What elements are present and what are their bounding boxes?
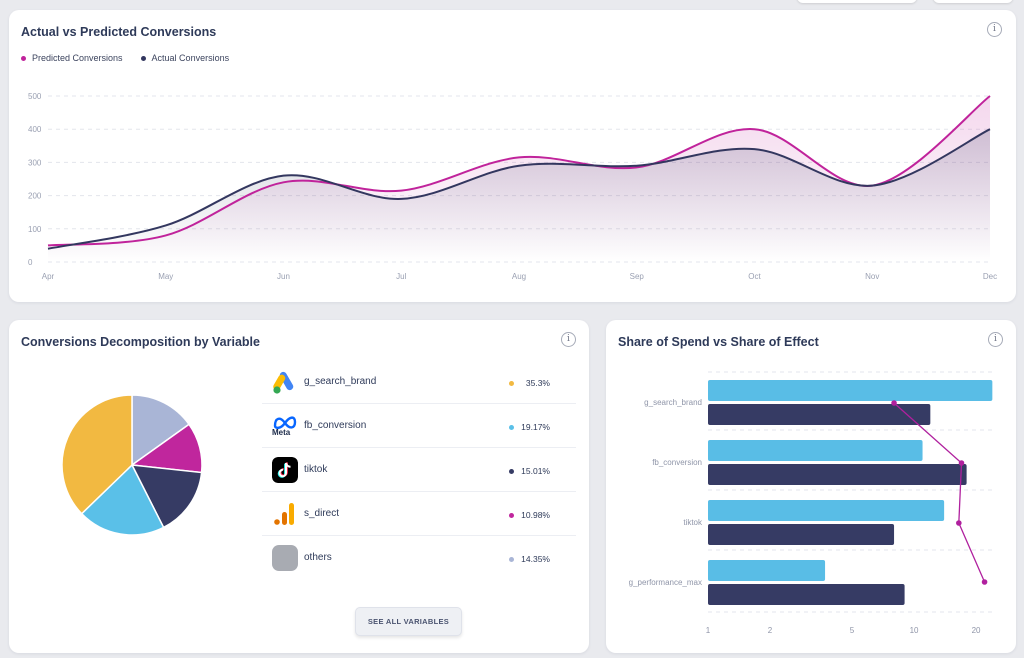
legend-item[interactable]: Predicted Conversions — [21, 53, 123, 63]
variable-color-dot — [509, 557, 514, 562]
x-tick-label: 10 — [910, 626, 919, 635]
chart-legend: Predicted Conversions Actual Conversions — [21, 53, 229, 63]
list-item[interactable]: g_search_brand 35.3% — [262, 360, 576, 404]
x-tick-label: Dec — [983, 272, 997, 281]
y-tick-label: 400 — [28, 125, 42, 134]
variable-color-dot — [509, 469, 514, 474]
x-tick-label: Apr — [42, 272, 55, 281]
google-ads-icon — [273, 371, 294, 394]
others-icon — [272, 545, 298, 571]
effect-bar — [708, 524, 895, 545]
legend-swatch — [21, 55, 26, 61]
info-icon[interactable]: i — [987, 22, 1002, 37]
list-item[interactable]: Meta fb_conversion 19.17% — [262, 404, 576, 448]
variable-percent: 15.01% — [521, 466, 550, 476]
x-tick-label: Sep — [630, 272, 645, 281]
legend-label: Actual Conversions — [151, 53, 230, 63]
effect-point — [981, 579, 988, 585]
y-category-label: fb_conversion — [652, 458, 702, 467]
x-tick-label: Oct — [748, 272, 761, 281]
effect-point — [891, 400, 897, 406]
meta-wordmark: Meta — [272, 428, 291, 437]
list-item[interactable]: s_direct 10.98% — [262, 492, 576, 536]
list-item[interactable]: others 14.35% — [262, 536, 576, 580]
variable-color-dot — [509, 425, 514, 430]
pie-chart — [61, 394, 203, 536]
pie-slice — [131, 394, 191, 467]
tiktok-icon — [272, 457, 298, 483]
actual-area — [48, 129, 990, 262]
effect-line — [893, 402, 986, 583]
see-all-variables-button[interactable]: SEE ALL VARIABLES — [355, 607, 462, 636]
variable-label: fb_conversion — [304, 420, 367, 431]
x-tick-label: Jun — [277, 272, 290, 281]
x-tick-label: Aug — [512, 272, 526, 281]
pie-slice — [80, 463, 165, 536]
y-tick-label: 0 — [28, 258, 33, 267]
spend-bar — [708, 560, 826, 581]
list-item[interactable]: tiktok 15.01% — [262, 448, 576, 492]
effect-bar — [708, 404, 931, 425]
legend-label: Predicted Conversions — [32, 53, 123, 63]
meta-icon: Meta — [272, 413, 298, 439]
variable-label: g_search_brand — [304, 376, 377, 387]
y-tick-label: 300 — [28, 158, 42, 167]
actual-line — [47, 128, 991, 250]
variable-label: others — [304, 552, 332, 563]
legend-swatch — [140, 55, 146, 61]
effect-point — [958, 460, 965, 466]
card-title: Share of Spend vs Share of Effect — [618, 335, 819, 349]
variable-color-dot — [509, 381, 514, 386]
card-title: Conversions Decomposition by Variable — [21, 335, 260, 349]
spend-bar — [708, 500, 945, 521]
decomposition-card: Conversions Decomposition by Variable i — [9, 320, 589, 653]
y-tick-label: 200 — [28, 192, 42, 201]
x-tick-label: 2 — [768, 626, 773, 635]
predicted-line — [47, 95, 991, 247]
variable-percent: 10.98% — [521, 510, 550, 520]
share-card: Share of Spend vs Share of Effect i — [606, 320, 1016, 653]
effect-bar — [708, 584, 905, 605]
x-tick-label: May — [158, 272, 173, 281]
variable-percent: 19.17% — [521, 422, 550, 432]
variable-color-dot — [509, 513, 514, 518]
y-tick-label: 100 — [28, 225, 42, 234]
spend-bar — [708, 380, 993, 401]
x-tick-label: Nov — [865, 272, 879, 281]
variable-percent: 35.3% — [525, 378, 550, 388]
line-chart: 0 100 200 300 400 500 Apr May Jun Jul Aug Sep Oct Nov… — [28, 92, 997, 281]
variable-percent: 14.35% — [521, 554, 550, 564]
variable-label: s_direct — [304, 508, 340, 519]
effect-bar — [708, 464, 967, 485]
y-category-label: g_search_brand — [644, 398, 702, 407]
pie-slice — [130, 464, 203, 529]
variable-label: tiktok — [304, 464, 328, 475]
x-tick-label: 5 — [850, 626, 855, 635]
info-icon[interactable]: i — [988, 332, 1003, 347]
y-tick-label: 500 — [28, 92, 42, 101]
pie-slice — [61, 394, 133, 515]
top-action-button[interactable] — [797, 0, 917, 3]
x-tick-label: Jul — [396, 272, 406, 281]
analytics-icon — [274, 503, 294, 525]
meta-logo — [273, 416, 297, 430]
y-category-label: tiktok — [683, 518, 703, 527]
y-category-label: g_performance_max — [629, 578, 702, 587]
x-tick-label: 1 — [706, 626, 711, 635]
card-title: Actual vs Predicted Conversions — [21, 25, 217, 39]
top-action-button[interactable] — [933, 0, 1013, 3]
x-tick-label: 20 — [972, 626, 981, 635]
effect-point — [956, 520, 962, 526]
legend-item[interactable]: Actual Conversions — [140, 53, 230, 63]
info-icon[interactable]: i — [561, 332, 576, 347]
spend-bar — [708, 440, 923, 461]
